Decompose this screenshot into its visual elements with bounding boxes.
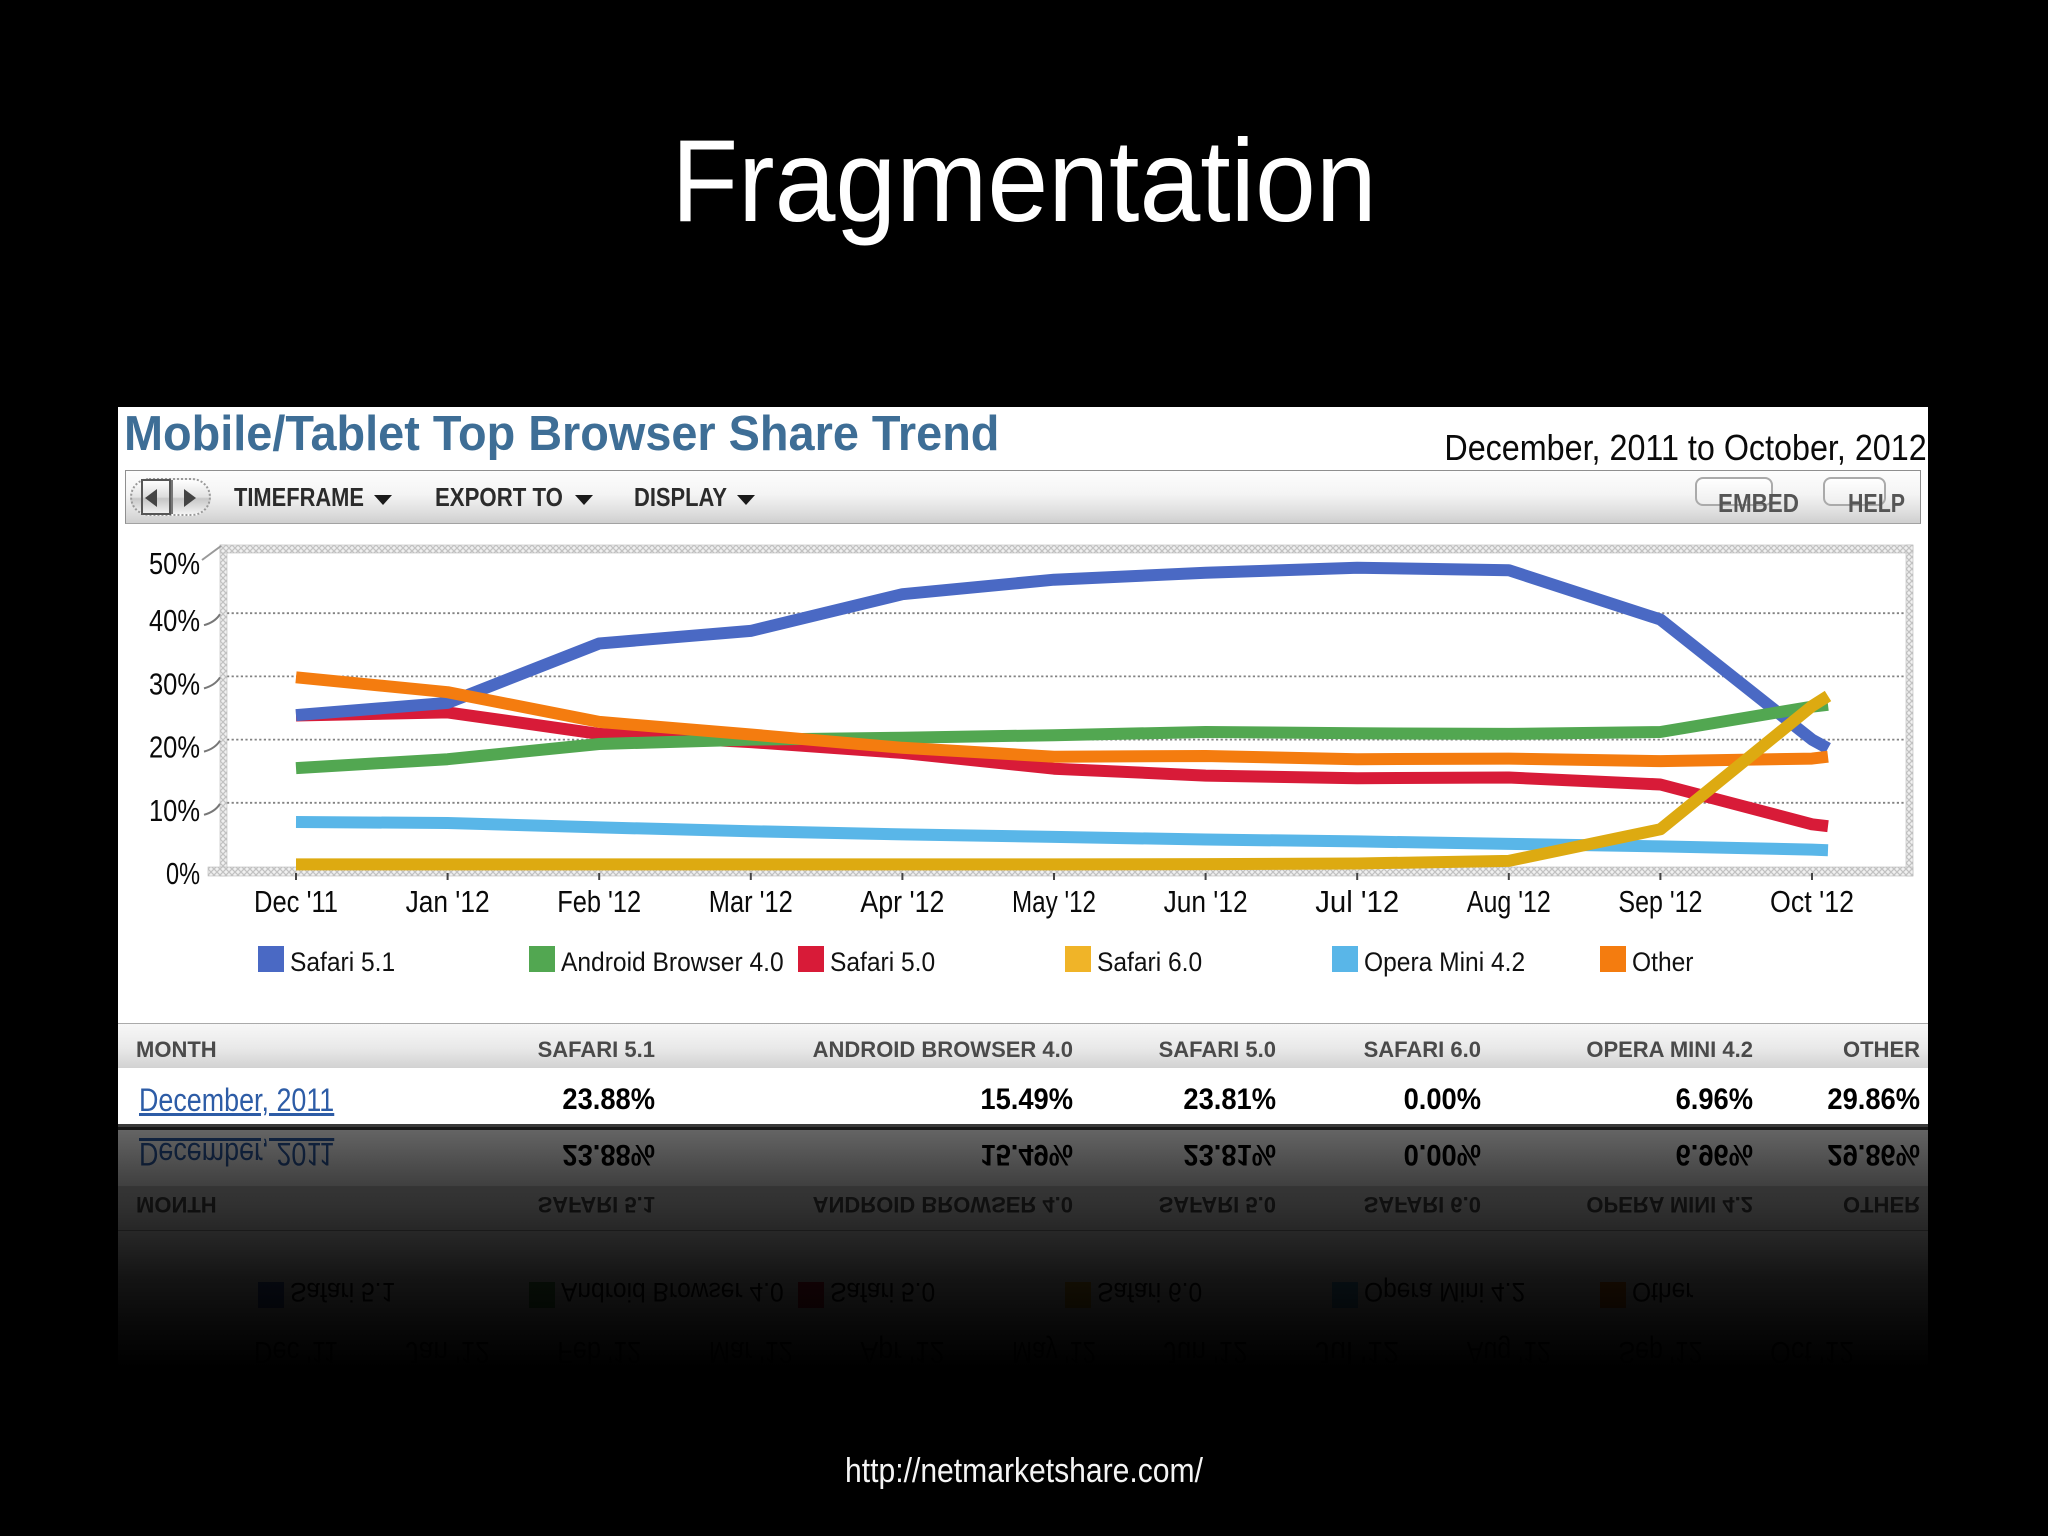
svg-text:Jun '12: Jun '12 <box>1164 884 1248 919</box>
svg-text:May '12: May '12 <box>1012 884 1096 919</box>
svg-text:Apr '12: Apr '12 <box>860 884 944 919</box>
svg-text:20%: 20% <box>149 730 200 765</box>
svg-text:Oct '12: Oct '12 <box>1770 884 1854 919</box>
svg-text:0%: 0% <box>166 856 200 891</box>
svg-text:30%: 30% <box>149 666 200 701</box>
svg-text:Sep '12: Sep '12 <box>1618 884 1702 919</box>
svg-text:50%: 50% <box>149 546 200 581</box>
svg-text:Dec '11: Dec '11 <box>254 884 338 919</box>
svg-text:Feb '12: Feb '12 <box>557 884 641 919</box>
svg-text:40%: 40% <box>149 603 200 638</box>
svg-text:10%: 10% <box>149 793 200 828</box>
svg-text:Mar '12: Mar '12 <box>709 884 793 919</box>
svg-text:Jan '12: Jan '12 <box>406 884 490 919</box>
svg-text:Aug '12: Aug '12 <box>1467 884 1551 919</box>
svg-text:Jul '12: Jul '12 <box>1315 884 1399 919</box>
